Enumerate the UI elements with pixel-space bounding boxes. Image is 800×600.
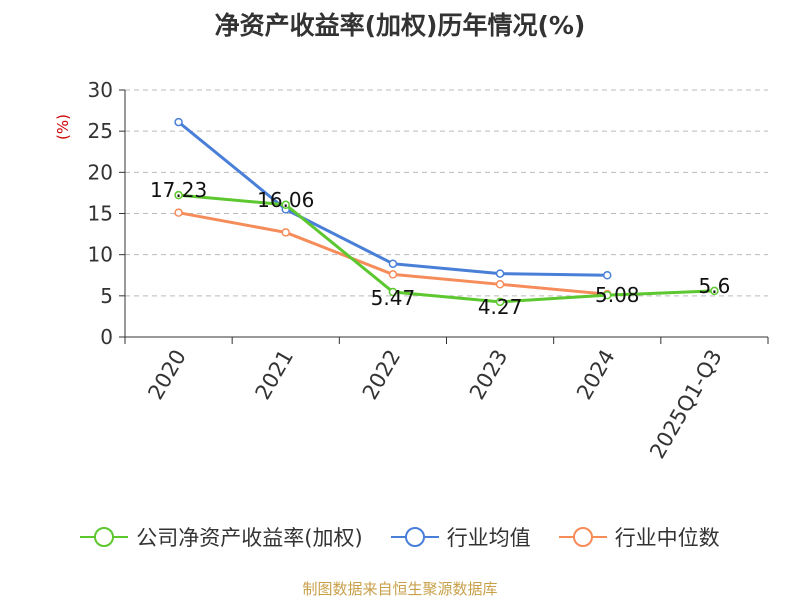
series-point-company (710, 286, 719, 296)
series-point-industry_median (174, 208, 183, 217)
chart-title: 净资产收益率(加权)历年情况(%) (214, 11, 586, 40)
data-label-company: 4.27 (478, 295, 523, 319)
series-line-industry_median (178, 211, 608, 296)
series-point-industry_median (495, 280, 505, 289)
series-point-industry_avg (174, 117, 183, 127)
y-tick-label: 30 (88, 78, 113, 102)
y-tick-label: 5 (100, 284, 113, 308)
grid-lines (125, 89, 768, 297)
y-axis-unit-label: (%) (54, 114, 72, 140)
y-tick-label: 0 (100, 325, 113, 349)
y-tick-label: 10 (88, 243, 113, 267)
series-point-industry_avg (603, 271, 612, 280)
y-tick-label: 15 (88, 202, 113, 226)
x-tick-label: 2023 (465, 346, 513, 404)
legend-marker-company (80, 527, 129, 547)
legend: 公司净资产收益率(加权) 行业均值 行业中位数 (0, 520, 800, 554)
series-line-industry_avg (177, 120, 608, 277)
series-point-industry_avg (495, 269, 505, 278)
legend-item-industry-median[interactable]: 行业中位数 (558, 522, 720, 552)
x-tick-label: 2021 (251, 346, 299, 404)
data-label-company: 17.23 (150, 178, 207, 202)
axes: 0 5 10 15 20 25 30 (%) 2020 2021 2022 2023 2024 2025Q… (54, 78, 769, 463)
legend-item-industry-avg[interactable]: 行业均值 (390, 522, 531, 552)
y-tick-label: 20 (88, 160, 113, 184)
series-point-industry_avg (388, 259, 398, 268)
series-point-company (495, 297, 505, 307)
data-label-company: 16.06 (257, 188, 314, 212)
legend-label-company: 公司净资产收益率(加权) (136, 526, 363, 550)
legend-marker-industry-avg (390, 527, 439, 547)
x-tick-label: 2020 (143, 346, 191, 404)
data-labels: 17.23 16.06 5.47 4.27 5.08 5.6 (150, 178, 730, 319)
legend-label-industry-median: 行业中位数 (614, 526, 720, 550)
x-tick-label: 2025Q1-Q3 (645, 346, 727, 463)
series-point-industry_median (281, 228, 290, 237)
x-tick-label: 2024 (572, 346, 620, 404)
series-line-company (178, 193, 715, 304)
series-point-company (174, 190, 183, 200)
legend-item-company[interactable]: 公司净资产收益率(加权) (80, 522, 363, 552)
data-label-company: 5.47 (371, 286, 416, 310)
data-label-company: 5.08 (595, 283, 640, 307)
series-lines (174, 117, 719, 307)
y-tick-label: 25 (88, 119, 113, 143)
series-point-company (388, 287, 398, 297)
series-point-industry_median (388, 270, 398, 279)
series-point-company (603, 290, 612, 300)
series-point-company (281, 200, 290, 210)
source-note: 制图数据来自恒生聚源数据库 (302, 580, 498, 598)
x-tick-label: 2022 (358, 346, 406, 404)
data-label-company: 5.6 (699, 274, 731, 298)
legend-marker-industry-median (558, 527, 607, 547)
legend-label-industry-avg: 行业均值 (446, 526, 531, 550)
